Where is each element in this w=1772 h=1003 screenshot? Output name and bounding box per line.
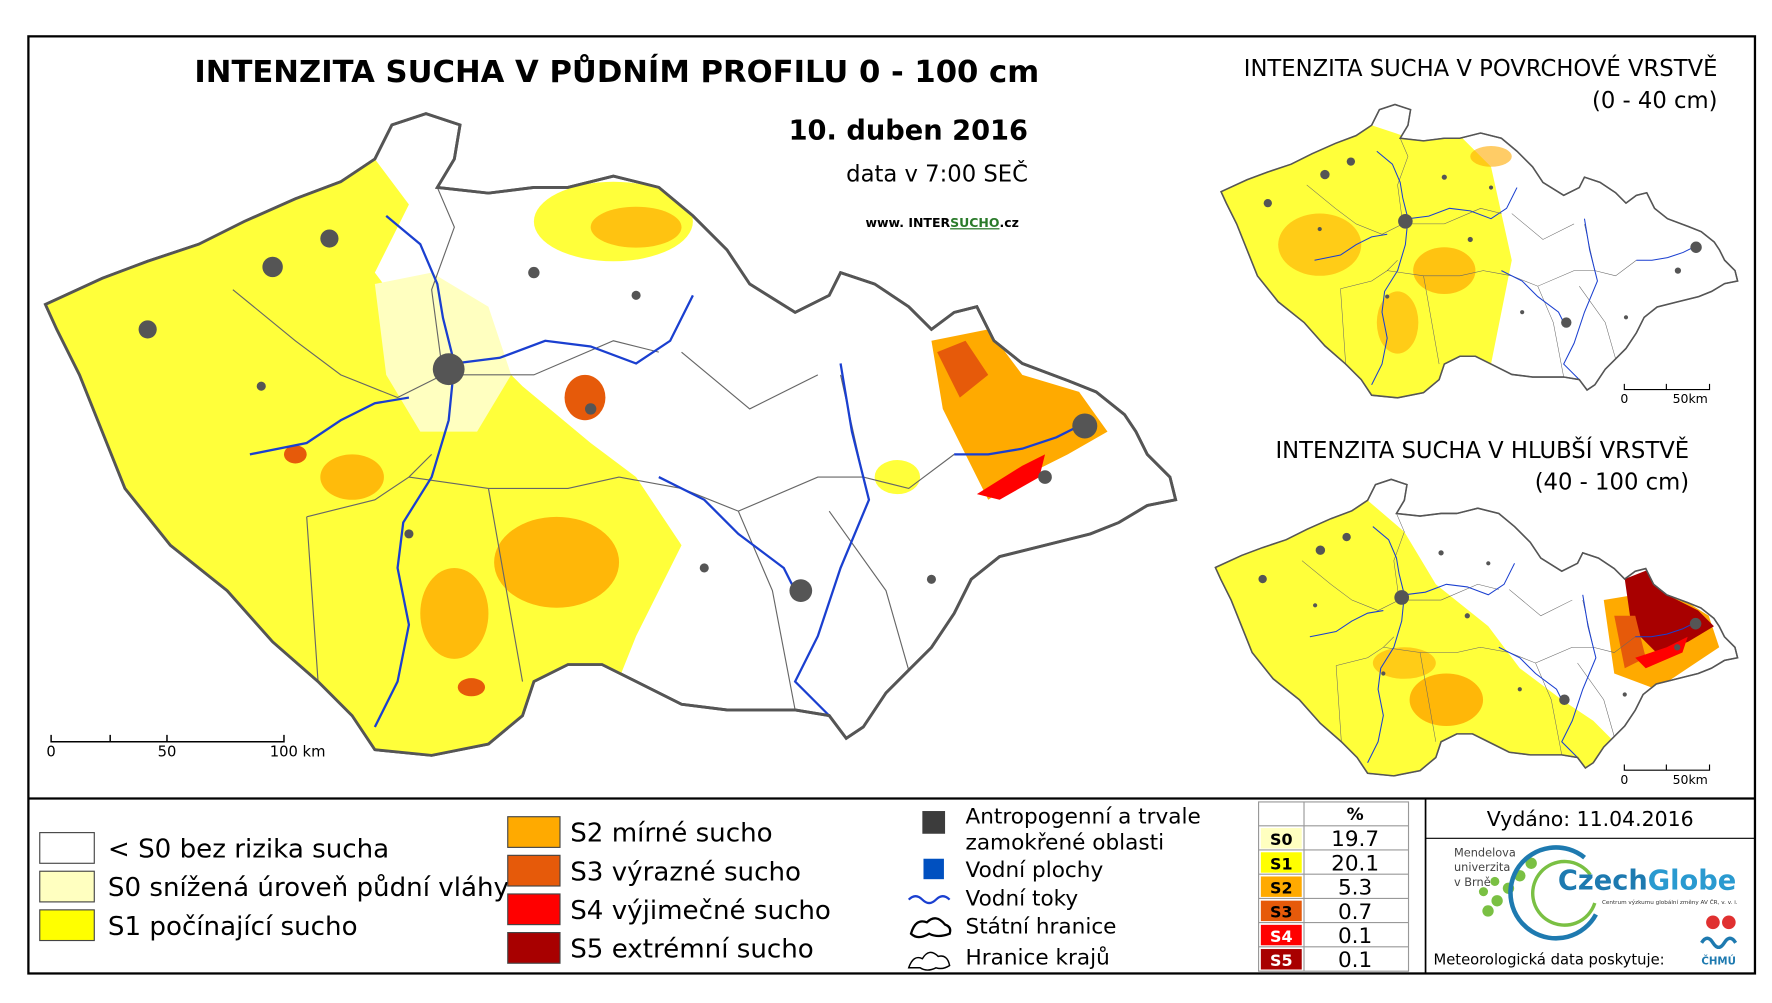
legend-label: < S0 bez rizika sucha bbox=[108, 835, 389, 865]
legend-label: Státní hranice bbox=[966, 915, 1117, 940]
legend-label: zamokřené oblasti bbox=[966, 831, 1165, 856]
inset-scale-bar bbox=[1623, 383, 1711, 391]
legend-label: S0 snížená úroveň půdní vláhy bbox=[108, 873, 509, 903]
legend-label: Vodní toky bbox=[966, 886, 1079, 911]
percent-value: 19.7 bbox=[1331, 827, 1379, 852]
logo-text: CzechGlobe bbox=[1558, 865, 1736, 896]
scale-label: 0 bbox=[46, 744, 55, 761]
legend-swatch bbox=[507, 816, 561, 848]
website-part: SUCHO bbox=[950, 215, 999, 230]
legend-label: S5 extrémní sucho bbox=[570, 935, 814, 965]
website-part: .cz bbox=[999, 215, 1018, 230]
class-label: S1 bbox=[1270, 854, 1293, 873]
czechglobe-logo: CzechGlobe Centrum výzkumu globální změn… bbox=[1508, 845, 1738, 941]
legend-label: S1 počínající sucho bbox=[108, 912, 358, 942]
main-title: INTENZITA SUCHA V PŮDNÍM PROFILU 0 - 100… bbox=[194, 53, 1039, 90]
percent-value: 20.1 bbox=[1331, 851, 1379, 876]
website-part: www. INTER bbox=[865, 215, 950, 230]
class-label: S0 bbox=[1270, 830, 1293, 849]
legend-label: S3 výrazné sucho bbox=[570, 857, 801, 887]
inset-depth: (0 - 40 cm) bbox=[1592, 88, 1718, 114]
legend-label: Antropogenní a trvale bbox=[966, 805, 1201, 830]
provider: Meteorologická data poskytuje: bbox=[1434, 951, 1665, 968]
website: www. INTERSUCHO.cz bbox=[865, 215, 1018, 230]
logo-text: Centrum výzkumu globální změny AV ČR, v.… bbox=[1602, 899, 1738, 906]
logo-text: Mendelova bbox=[1454, 845, 1516, 859]
scale-label: 50km bbox=[1673, 391, 1708, 406]
legend-swatch bbox=[39, 909, 95, 942]
scale-label: 50 bbox=[158, 744, 177, 761]
class-label: S2 bbox=[1270, 878, 1293, 897]
issued-date: Vydáno: 11.04.2016 bbox=[1487, 807, 1694, 831]
scale-label: 0 bbox=[1620, 391, 1628, 406]
logo-text: Globe bbox=[1648, 865, 1736, 896]
class-swatch bbox=[1260, 852, 1302, 873]
legend-label: S2 mírné sucho bbox=[570, 819, 772, 849]
class-swatch bbox=[1260, 949, 1302, 970]
main-map bbox=[44, 112, 1178, 757]
logo-text: ČHMÚ bbox=[1701, 954, 1736, 967]
class-swatch bbox=[1260, 828, 1302, 849]
map-date: 10. duben 2016 bbox=[789, 116, 1028, 147]
legend-swatch bbox=[39, 832, 95, 864]
percent-value: 5.3 bbox=[1338, 876, 1372, 901]
inset-map-surface bbox=[1220, 103, 1739, 399]
legend-label: S4 výjimečné sucho bbox=[570, 896, 831, 926]
scale-label: 50km bbox=[1673, 772, 1708, 787]
class-swatch bbox=[1260, 900, 1302, 922]
inset-title: INTENZITA SUCHA V HLUBŠÍ VRSTVĚ bbox=[1275, 436, 1689, 464]
symbol-icons bbox=[907, 811, 952, 971]
chmu-logo: ČHMÚ bbox=[1700, 915, 1738, 967]
main-scale-bar: 0 50 100 km bbox=[46, 734, 326, 761]
inset-title: INTENZITA SUCHA V POVRCHOVÉ VRSTVĚ bbox=[1244, 54, 1718, 82]
logo-text: univerzita bbox=[1454, 860, 1510, 874]
table-header: % bbox=[1347, 805, 1364, 825]
percent-value: 0.7 bbox=[1338, 900, 1372, 925]
class-swatch bbox=[1260, 876, 1302, 897]
class-label: S4 bbox=[1270, 927, 1293, 946]
class-swatch bbox=[1260, 924, 1302, 946]
legend-swatch bbox=[507, 893, 561, 926]
legend-label: Hranice krajů bbox=[966, 945, 1110, 970]
inset-scale-bar bbox=[1623, 764, 1711, 771]
scale-label: 0 bbox=[1620, 772, 1628, 787]
inset-map-deep bbox=[1214, 478, 1739, 777]
stats-table-frame bbox=[1258, 801, 1410, 972]
percent-value: 0.1 bbox=[1338, 948, 1372, 973]
logo-text: Czech bbox=[1558, 865, 1648, 896]
legend-swatch bbox=[507, 854, 561, 887]
legend-label: Vodní plochy bbox=[966, 858, 1104, 883]
scale-label: 100 km bbox=[270, 744, 326, 761]
class-label: S3 bbox=[1270, 903, 1293, 922]
percent-value: 0.1 bbox=[1338, 924, 1372, 949]
data-time: data v 7:00 SEČ bbox=[846, 160, 1028, 188]
legend-swatch bbox=[507, 932, 561, 964]
class-label: S5 bbox=[1270, 951, 1293, 970]
inset-depth: (40 - 100 cm) bbox=[1535, 470, 1689, 496]
logo-text: v Brně bbox=[1454, 875, 1491, 889]
legend-swatch bbox=[39, 870, 95, 903]
